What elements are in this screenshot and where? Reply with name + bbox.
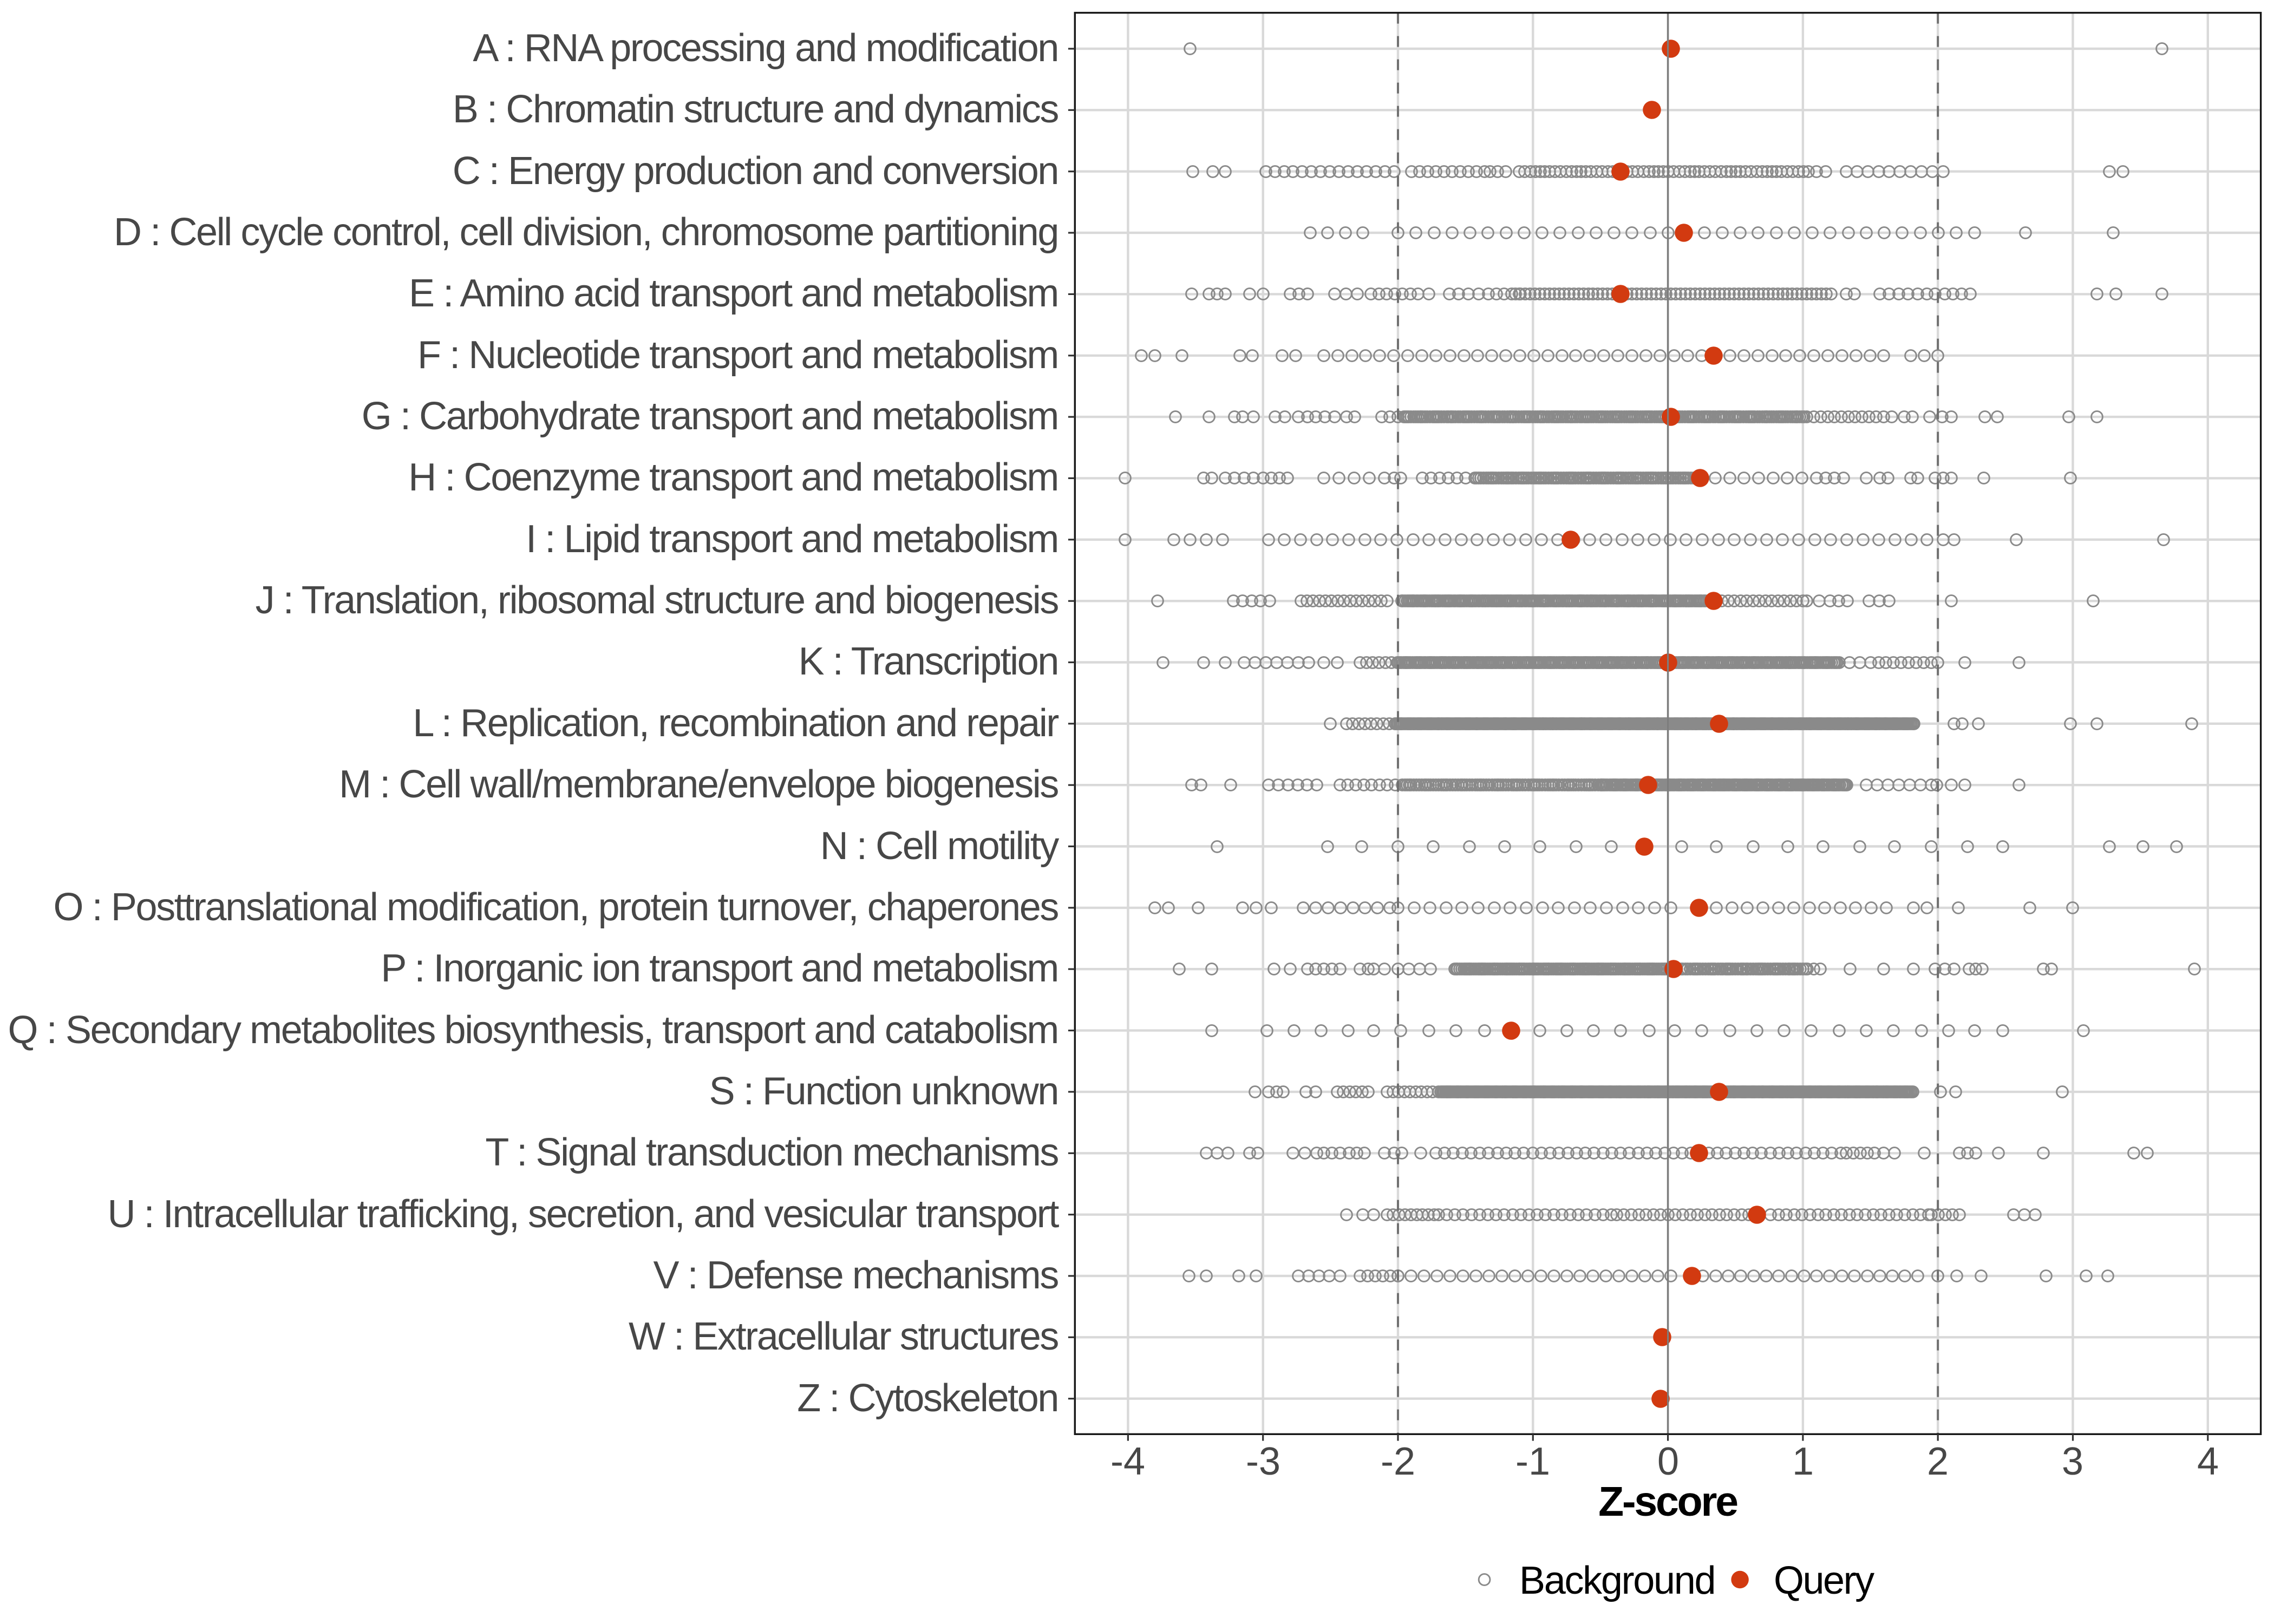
svg-text:V : Defense mechanisms: V : Defense mechanisms	[653, 1254, 1058, 1297]
svg-text:S : Function unknown: S : Function unknown	[709, 1070, 1058, 1113]
svg-text:E : Amino acid transport and m: E : Amino acid transport and metabolism	[409, 272, 1058, 315]
svg-text:U : Intracellular trafficking,: U : Intracellular trafficking, secretion…	[107, 1193, 1059, 1236]
svg-text:P : Inorganic ion transport an: P : Inorganic ion transport and metaboli…	[381, 947, 1058, 990]
svg-text:L : Replication, recombination: L : Replication, recombination and repai…	[413, 702, 1058, 745]
svg-text:B : Chromatin structure and dy: B : Chromatin structure and dynamics	[453, 88, 1058, 131]
svg-text:D : Cell cycle control, cell d: D : Cell cycle control, cell division, c…	[114, 211, 1058, 254]
svg-text:Query: Query	[1774, 1559, 1874, 1602]
svg-text:H : Coenzyme transport and met: H : Coenzyme transport and metabolism	[408, 456, 1058, 499]
svg-text:Z : Cytoskeleton: Z : Cytoskeleton	[797, 1377, 1058, 1420]
svg-text:A : RNA processing and modific: A : RNA processing and modification	[473, 27, 1058, 70]
svg-text:C : Energy production and conv: C : Energy production and conversion	[453, 149, 1058, 193]
svg-text:Background: Background	[1519, 1559, 1715, 1602]
svg-text:M : Cell wall/membrane/envelop: M : Cell wall/membrane/envelope biogenes…	[339, 763, 1058, 806]
svg-text:T : Signal transduction mechan: T : Signal transduction mechanisms	[485, 1131, 1058, 1174]
svg-text:1: 1	[1792, 1440, 1814, 1483]
svg-text:-4: -4	[1110, 1440, 1145, 1483]
svg-text:N : Cell motility: N : Cell motility	[820, 824, 1060, 868]
svg-text:G : Carbohydrate transport and: G : Carbohydrate transport and metabolis…	[362, 395, 1058, 438]
svg-text:J : Translation, ribosomal str: J : Translation, ribosomal structure and…	[256, 579, 1058, 622]
svg-text:-1: -1	[1515, 1440, 1550, 1483]
svg-text:-2: -2	[1381, 1440, 1415, 1483]
svg-text:4: 4	[2197, 1440, 2219, 1483]
svg-text:K : Transcription: K : Transcription	[799, 640, 1058, 683]
svg-text:Q : Secondary metabolites bios: Q : Secondary metabolites biosynthesis, …	[8, 1009, 1058, 1052]
svg-text:-3: -3	[1246, 1440, 1280, 1483]
svg-text:Z-score: Z-score	[1598, 1478, 1737, 1525]
svg-text:3: 3	[2062, 1440, 2083, 1483]
svg-text:I : Lipid transport and metabo: I : Lipid transport and metabolism	[526, 518, 1058, 561]
svg-text:W : Extracellular structures: W : Extracellular structures	[629, 1315, 1058, 1358]
svg-text:F : Nucleotide transport and m: F : Nucleotide transport and metabolism	[417, 333, 1058, 377]
svg-text:0: 0	[1657, 1440, 1679, 1483]
svg-text:2: 2	[1927, 1440, 1949, 1483]
svg-text:O : Posttranslational modifica: O : Posttranslational modification, prot…	[53, 886, 1058, 929]
